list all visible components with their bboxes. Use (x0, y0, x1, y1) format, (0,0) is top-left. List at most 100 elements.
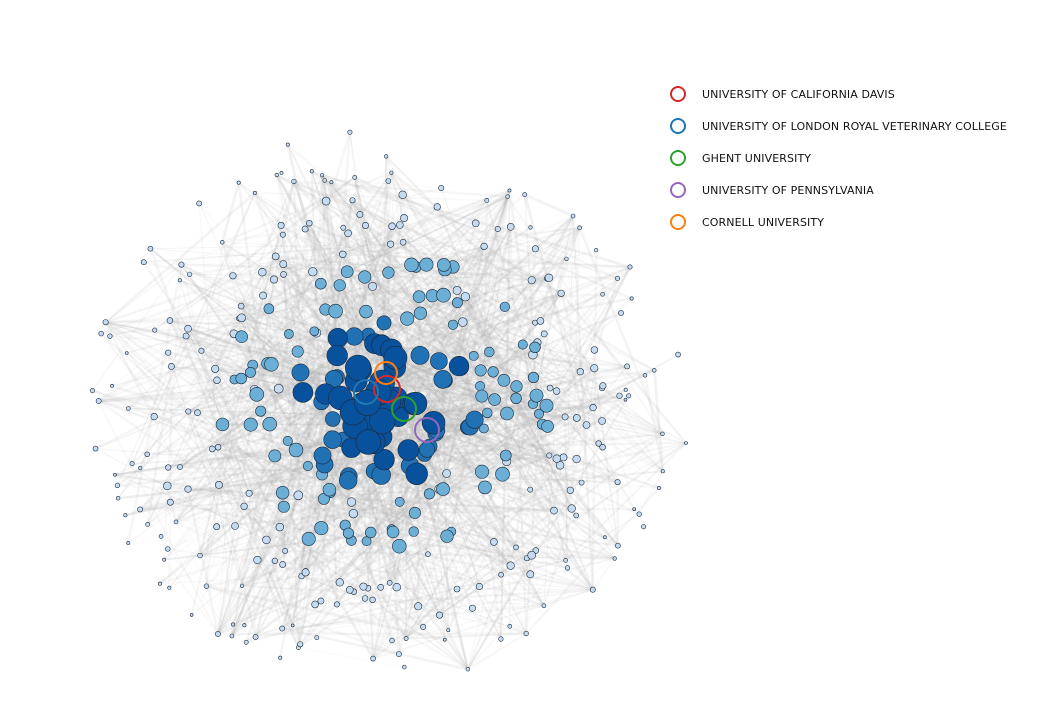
network-node[interactable] (425, 551, 431, 558)
network-node[interactable] (384, 154, 389, 159)
network-node[interactable] (314, 635, 320, 640)
network-node[interactable] (527, 486, 534, 493)
legend-item-ghent-university[interactable]: GHENT UNIVERSITY (670, 142, 1007, 174)
network-node[interactable] (291, 345, 304, 358)
network-node[interactable] (359, 304, 373, 319)
network-node[interactable] (436, 287, 451, 303)
network-node[interactable] (313, 446, 332, 465)
network-node[interactable] (632, 507, 637, 512)
network-node[interactable] (510, 380, 523, 393)
network-node[interactable] (389, 637, 395, 644)
network-node[interactable] (626, 393, 632, 399)
network-node[interactable] (339, 250, 347, 259)
network-node[interactable] (355, 429, 381, 455)
network-node[interactable] (420, 623, 427, 630)
network-node[interactable] (570, 213, 576, 219)
network-node[interactable] (435, 611, 443, 619)
network-node[interactable] (110, 383, 114, 388)
network-node[interactable] (600, 291, 605, 297)
network-node[interactable] (344, 229, 352, 238)
network-node[interactable] (302, 460, 313, 471)
network-node[interactable] (480, 242, 488, 250)
network-node[interactable] (297, 641, 304, 648)
highlight-ring-1[interactable] (353, 379, 379, 405)
network-node[interactable] (262, 416, 277, 432)
network-node[interactable] (320, 173, 325, 178)
network-node[interactable] (291, 178, 297, 184)
network-node[interactable] (354, 389, 381, 417)
network-node[interactable] (293, 490, 304, 501)
network-node[interactable] (598, 417, 606, 425)
network-node[interactable] (403, 636, 409, 641)
network-node[interactable] (474, 364, 487, 377)
network-node[interactable] (507, 188, 512, 193)
network-node[interactable] (373, 449, 395, 471)
network-node[interactable] (311, 600, 319, 609)
network-node[interactable] (392, 582, 401, 592)
network-node[interactable] (290, 623, 295, 628)
network-node[interactable] (347, 129, 353, 135)
network-node[interactable] (215, 417, 230, 432)
network-node[interactable] (95, 398, 102, 404)
network-node[interactable] (245, 489, 253, 497)
network-node[interactable] (255, 405, 267, 417)
network-node[interactable] (292, 382, 314, 403)
network-node[interactable] (624, 363, 630, 370)
network-node[interactable] (152, 327, 158, 333)
network-node[interactable] (527, 276, 536, 285)
highlight-ring-3[interactable] (414, 417, 440, 443)
network-node[interactable] (546, 452, 553, 459)
network-node[interactable] (590, 346, 599, 354)
network-node[interactable] (386, 579, 393, 586)
network-node[interactable] (388, 222, 396, 230)
network-node[interactable] (314, 277, 327, 290)
network-node[interactable] (490, 538, 498, 546)
network-node[interactable] (478, 480, 492, 495)
network-node[interactable] (150, 413, 158, 421)
network-node[interactable] (137, 506, 143, 513)
network-node[interactable] (322, 483, 337, 497)
network-node[interactable] (421, 411, 446, 435)
network-node[interactable] (567, 504, 576, 513)
network-node[interactable] (325, 411, 341, 427)
network-node[interactable] (259, 291, 267, 300)
network-node[interactable] (301, 568, 310, 577)
network-node[interactable] (495, 466, 510, 482)
network-node[interactable] (177, 278, 182, 283)
network-node[interactable] (433, 203, 441, 211)
network-node[interactable] (544, 273, 554, 282)
network-node[interactable] (488, 393, 501, 406)
network-node[interactable] (433, 370, 453, 389)
network-node[interactable] (616, 392, 623, 399)
network-node[interactable] (182, 332, 190, 340)
highlight-ring-4[interactable] (374, 361, 398, 385)
network-node[interactable] (505, 194, 510, 199)
network-node[interactable] (361, 222, 369, 230)
network-node[interactable] (376, 315, 392, 331)
network-node[interactable] (326, 344, 348, 367)
network-node[interactable] (394, 496, 405, 507)
network-node[interactable] (321, 196, 331, 206)
network-node[interactable] (339, 471, 358, 490)
network-node[interactable] (576, 368, 584, 376)
network-node[interactable] (398, 190, 407, 200)
network-node[interactable] (123, 513, 128, 518)
network-node[interactable] (253, 555, 262, 565)
network-node[interactable] (285, 142, 290, 147)
network-node[interactable] (189, 613, 194, 617)
network-node[interactable] (468, 604, 476, 612)
network-node[interactable] (507, 623, 513, 629)
network-node[interactable] (590, 364, 599, 373)
network-node[interactable] (271, 252, 280, 261)
network-node[interactable] (237, 302, 245, 310)
network-node[interactable] (377, 583, 385, 591)
network-node[interactable] (214, 480, 223, 489)
network-node[interactable] (566, 486, 574, 494)
network-node[interactable] (185, 408, 192, 415)
network-node[interactable] (126, 406, 131, 411)
network-node[interactable] (623, 387, 628, 392)
network-node[interactable] (387, 240, 395, 248)
network-node[interactable] (684, 441, 688, 445)
network-node[interactable] (243, 417, 258, 432)
network-node[interactable] (263, 303, 275, 315)
